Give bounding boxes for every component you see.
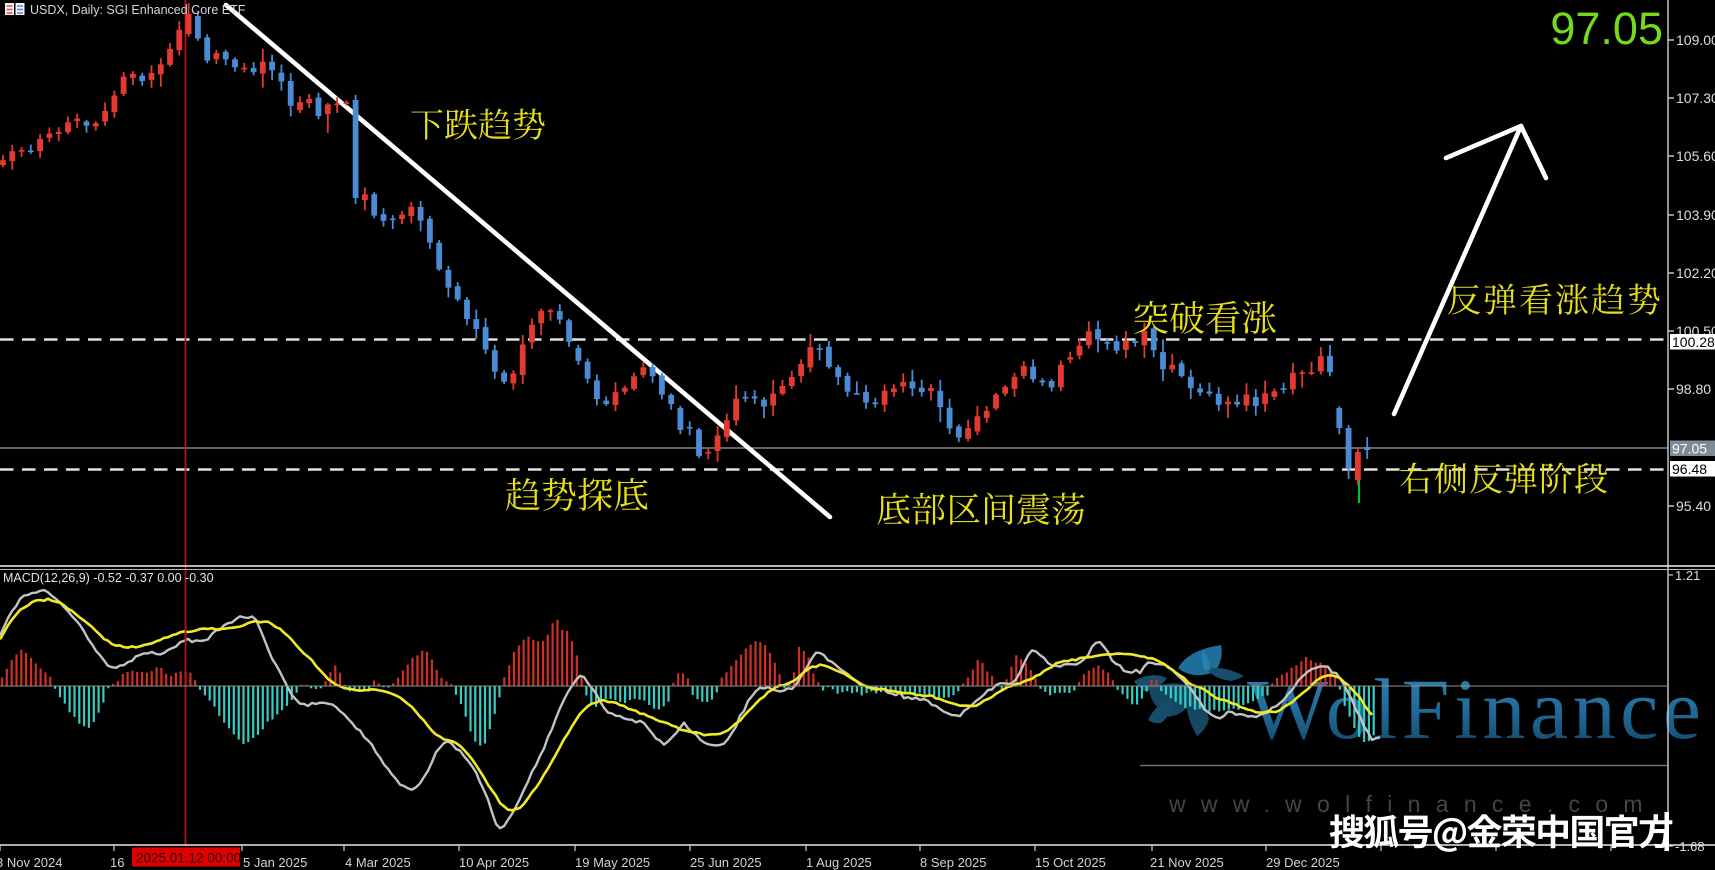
svg-text:29 Dec 2025: 29 Dec 2025 xyxy=(1266,855,1340,870)
svg-text:102.20: 102.20 xyxy=(1676,265,1715,281)
svg-text:www.wolfinance.com: www.wolfinance.com xyxy=(1168,791,1658,817)
svg-text:19 May 2025: 19 May 2025 xyxy=(575,855,650,870)
svg-text:98.80: 98.80 xyxy=(1676,381,1711,397)
svg-text:15 Oct 2025: 15 Oct 2025 xyxy=(1035,855,1106,870)
svg-text:97.05: 97.05 xyxy=(1672,441,1707,457)
svg-text:21 Nov 2025: 21 Nov 2025 xyxy=(1150,855,1224,870)
svg-text:5 Jan 2025: 5 Jan 2025 xyxy=(243,855,307,870)
svg-text:16: 16 xyxy=(110,855,124,870)
svg-text:3 Nov 2024: 3 Nov 2024 xyxy=(0,855,63,870)
svg-text:97.05: 97.05 xyxy=(1550,3,1663,54)
svg-text:MACD(12,26,9) -0.52 -0.37 0.00: MACD(12,26,9) -0.52 -0.37 0.00 -0.30 xyxy=(3,571,214,585)
svg-text:8 Sep 2025: 8 Sep 2025 xyxy=(920,855,987,870)
svg-text:103.90: 103.90 xyxy=(1676,207,1715,223)
svg-text:109.00: 109.00 xyxy=(1676,32,1715,48)
svg-text:USDX, Daily: SGI Enhanced Cor: USDX, Daily: SGI Enhanced Core ETF xyxy=(30,3,246,17)
svg-text:1 Aug 2025: 1 Aug 2025 xyxy=(806,855,872,870)
svg-text:105.60: 105.60 xyxy=(1676,148,1715,164)
svg-text:25 Jun 2025: 25 Jun 2025 xyxy=(690,855,762,870)
svg-text:96.48: 96.48 xyxy=(1672,461,1707,477)
svg-text:10 Apr 2025: 10 Apr 2025 xyxy=(459,855,529,870)
svg-text:-1.68: -1.68 xyxy=(1675,839,1705,854)
svg-text:1.21: 1.21 xyxy=(1675,568,1700,583)
svg-text:2025.01.12 00:00: 2025.01.12 00:00 xyxy=(136,851,241,866)
svg-text:4 Mar 2025: 4 Mar 2025 xyxy=(345,855,411,870)
svg-text:95.40: 95.40 xyxy=(1676,498,1711,514)
svg-text:100.28: 100.28 xyxy=(1672,334,1715,350)
svg-text:107.30: 107.30 xyxy=(1676,90,1715,106)
